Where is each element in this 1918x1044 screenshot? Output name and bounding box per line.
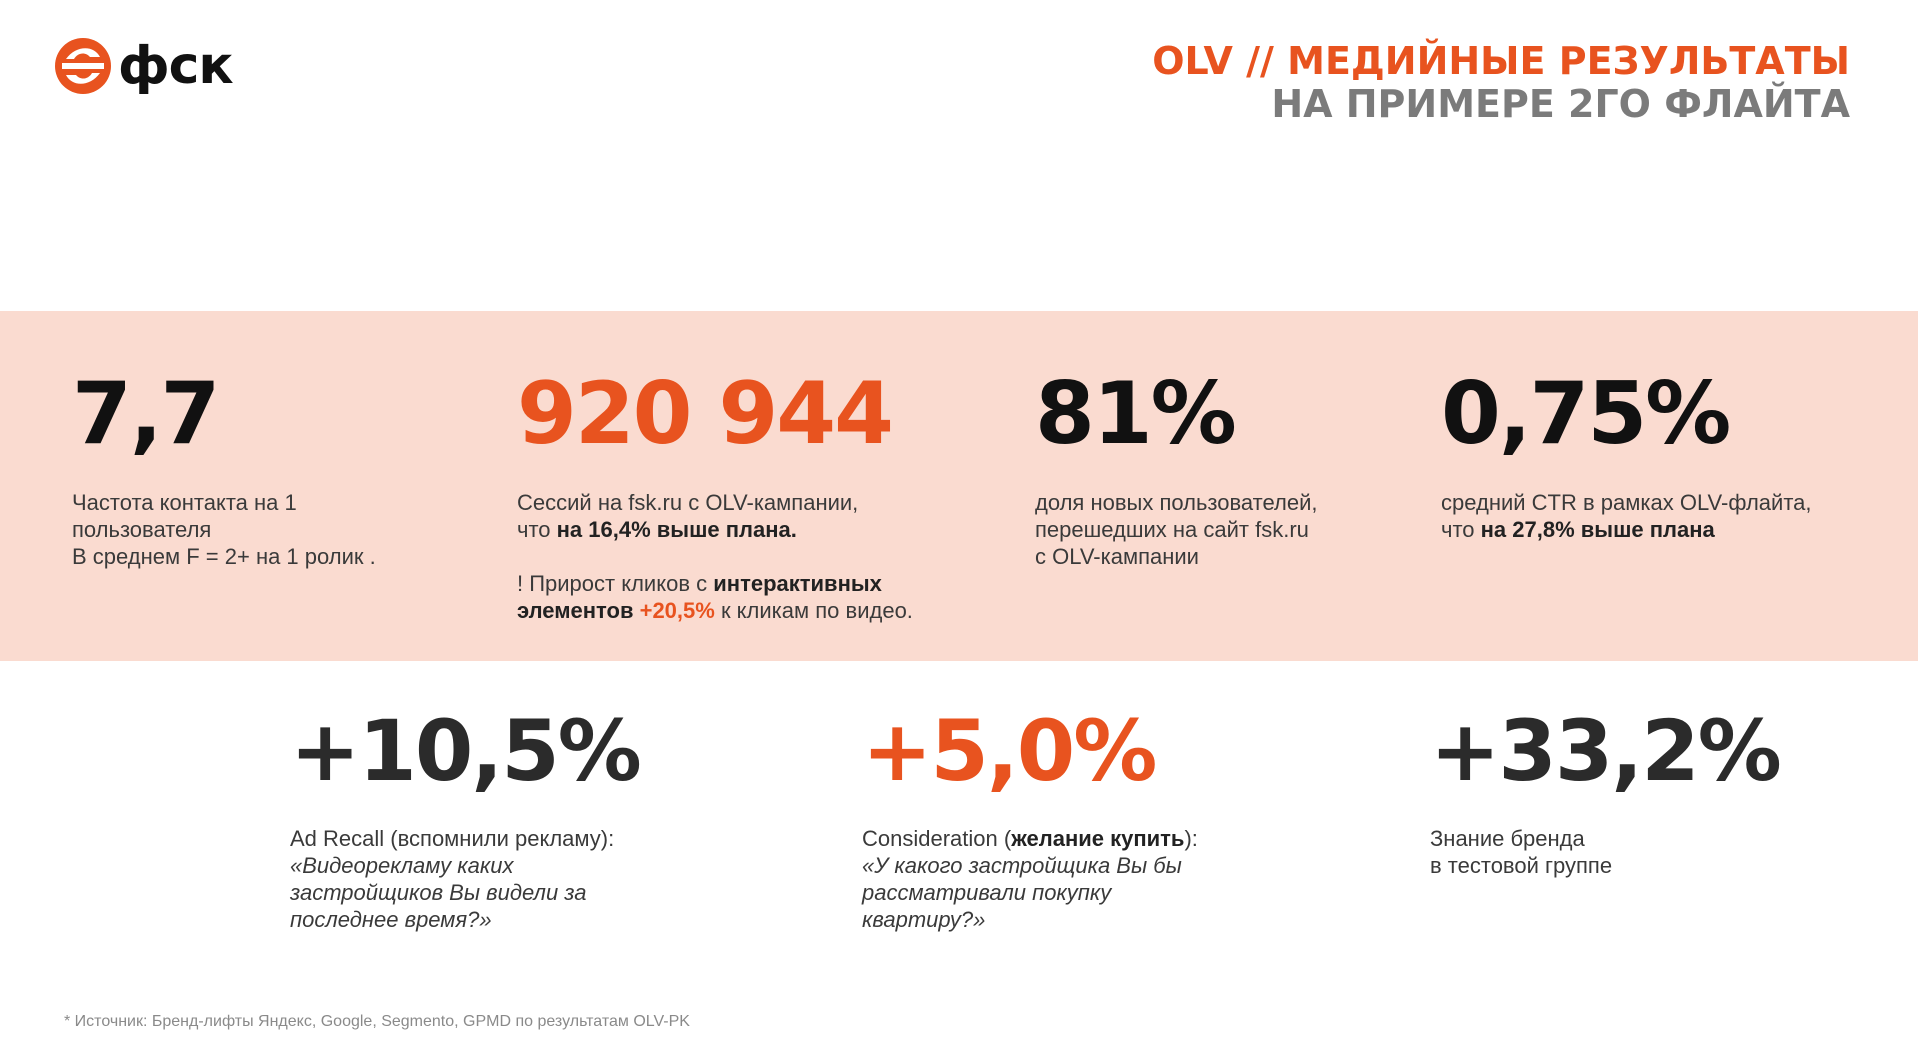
desc-line: квартиру?»: [862, 907, 986, 932]
metric-description: Consideration (желание купить): «У каког…: [862, 825, 1198, 933]
metric-description: Ad Recall (вспомнили рекламу): «Видеорек…: [290, 825, 640, 933]
desc-line: Ad Recall (вспомнили рекламу):: [290, 826, 615, 851]
desc-line: пользователя: [72, 517, 212, 542]
metric-description: Сессий на fsk.ru с OLV-кампании, что на …: [517, 489, 913, 624]
logo-text: фск: [118, 36, 234, 96]
metric-consideration: +5,0% Consideration (желание купить): «У…: [862, 709, 1198, 933]
metric-value: 0,75%: [1441, 364, 1731, 464]
desc-line: что на 27,8% выше плана: [1441, 517, 1715, 542]
brand-logo: фск: [54, 36, 234, 96]
title-line-2: НА ПРИМЕРЕ 2ГО ФЛАЙТА: [1271, 82, 1850, 126]
desc-line: ! Прирост кликов с интерактивных: [517, 571, 882, 596]
metric-ad-recall: +10,5% Ad Recall (вспомнили рекламу): «В…: [290, 702, 642, 933]
desc-line: элементов +20,5% к кликам по видео.: [517, 598, 913, 623]
metric-value: 81%: [1035, 364, 1237, 464]
desc-line: средний CTR в рамках OLV-флайта,: [1441, 490, 1812, 515]
desc-line: «Видеорекламу каких: [290, 853, 514, 878]
desc-line: с OLV-кампании: [1035, 544, 1199, 569]
metric-description: Частота контакта на 1 пользователя В сре…: [72, 489, 376, 570]
metric-value: 920 944: [517, 364, 894, 464]
desc-line: перешедших на сайт fsk.ru: [1035, 517, 1309, 542]
desc-line: Знание бренда: [1430, 826, 1585, 851]
metric-frequency: 7,7 Частота контакта на 1 пользователя В…: [72, 371, 376, 570]
metric-value: +33,2%: [1430, 702, 1782, 800]
metric-description: доля новых пользователей, перешедших на …: [1035, 489, 1318, 570]
desc-line: Частота контакта на 1: [72, 490, 297, 515]
desc-line: Consideration (желание купить):: [862, 826, 1198, 851]
desc-line: что на 16,4% выше плана.: [517, 517, 797, 542]
desc-line: застройщиков Вы видели за: [290, 880, 587, 905]
metric-value: +10,5%: [290, 702, 642, 800]
metric-description: средний CTR в рамках OLV-флайта, что на …: [1441, 489, 1812, 543]
page-title: OLV // МЕДИЙНЫЕ РЕЗУЛЬТАТЫ НА ПРИМЕРЕ 2Г…: [1152, 40, 1850, 126]
source-footnote: * Источник: Бренд-лифты Яндекс, Google, …: [64, 1013, 690, 1030]
metric-value: 7,7: [72, 364, 220, 464]
metric-description: Знание бренда в тестовой группе: [1430, 825, 1780, 879]
desc-line: «У какого застройщика Вы бы: [862, 853, 1182, 878]
metric-ctr: 0,75% средний CTR в рамках OLV-флайта, ч…: [1441, 371, 1812, 543]
title-line-1: OLV // МЕДИЙНЫЕ РЕЗУЛЬТАТЫ: [1152, 39, 1850, 83]
desc-line: в тестовой группе: [1430, 853, 1613, 878]
desc-line: последнее время?»: [290, 907, 492, 932]
highlight-band: [0, 311, 1918, 661]
desc-line: Сессий на fsk.ru с OLV-кампании,: [517, 490, 859, 515]
fsk-logo-icon: [55, 38, 111, 94]
metric-new-users: 81% доля новых пользователей, перешедших…: [1035, 371, 1318, 570]
metric-brand-awareness: +33,2% Знание бренда в тестовой группе: [1430, 702, 1782, 879]
desc-line: рассматривали покупку: [862, 880, 1112, 905]
metric-sessions: 920 944 Сессий на fsk.ru с OLV-кампании,…: [517, 371, 913, 624]
metric-value: +5,0%: [862, 702, 1157, 800]
desc-line: В среднем F = 2+ на 1 ролик .: [72, 544, 376, 569]
desc-line: доля новых пользователей,: [1035, 490, 1318, 515]
